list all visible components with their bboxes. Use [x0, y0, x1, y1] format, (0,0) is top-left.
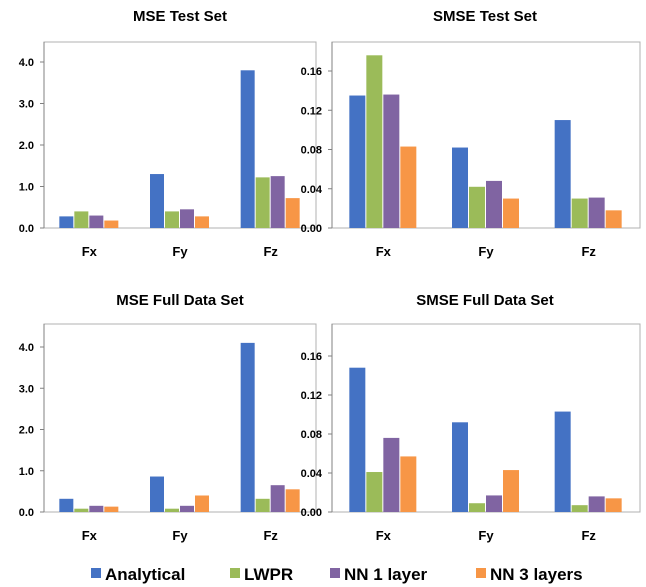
- chart-1-bar-fz-nn-3-layers: [285, 198, 300, 228]
- chart-2-bar-fy-lwpr: [469, 186, 485, 228]
- chart-1-bar-fz-nn-1-layer: [270, 176, 285, 228]
- chart-2-bar-fy-nn-3-layers: [503, 198, 519, 228]
- chart-3-y-tick-label: 4.0: [19, 342, 34, 354]
- chart-1-bar-fz-lwpr: [255, 177, 270, 228]
- chart-3-bar-fy-analytical: [150, 476, 164, 512]
- chart-1-bar-fx-nn-3-layers: [104, 220, 119, 228]
- chart-4-bar-fx-lwpr: [366, 472, 383, 512]
- chart-1-bar-fy-analytical: [150, 174, 164, 228]
- chart-4-bar-fy-nn-3-layers: [503, 470, 519, 512]
- chart-4-title: SMSE Full Data Set: [416, 292, 554, 309]
- chart-1-bar-fx-lwpr: [74, 211, 89, 228]
- chart-1-x-label: Fx: [82, 244, 98, 259]
- chart-2-bar-fz-lwpr: [571, 198, 588, 228]
- chart-3-y-tick-label: 2.0: [19, 425, 34, 437]
- chart-2-y-tick-label: 0.04: [301, 184, 323, 196]
- chart-3-bar-fx-nn-3-layers: [104, 506, 119, 512]
- chart-3-bar-fx-nn-1-layer: [89, 505, 104, 512]
- chart-4-bar-fz-analytical: [554, 411, 571, 512]
- chart-3-bar-fy-nn-3-layers: [195, 495, 209, 512]
- chart-1-bar-fx-analytical: [59, 216, 74, 228]
- chart-3-y-tick-label: 1.0: [19, 466, 34, 478]
- chart-2-bar-fx-nn-3-layers: [400, 146, 417, 228]
- chart-4-bar-fz-nn-1-layer: [588, 496, 605, 512]
- chart-3-y-tick-label: 3.0: [19, 383, 34, 395]
- chart-4-bar-fy-lwpr: [469, 503, 485, 512]
- chart-1-bar-fy-nn-3-layers: [195, 216, 209, 228]
- chart-3-bar-fx-lwpr: [74, 508, 89, 512]
- legend-label-analytical: Analytical: [105, 565, 185, 584]
- legend-label-nn-3-layers: NN 3 layers: [490, 565, 583, 584]
- chart-2-bar-fx-nn-1-layer: [383, 94, 400, 228]
- chart-1-bar-fy-nn-1-layer: [180, 209, 194, 228]
- chart-2-x-label: Fz: [581, 244, 596, 259]
- chart-2-bar-fy-nn-1-layer: [486, 180, 502, 228]
- chart-2-y-tick-label: 0.12: [301, 105, 322, 117]
- chart-4-bar-fx-analytical: [349, 367, 366, 512]
- chart-3-y-tick-label: 0.0: [19, 507, 34, 519]
- chart-4-bar-fx-nn-1-layer: [383, 437, 400, 512]
- chart-3-bar-fz-nn-3-layers: [285, 489, 300, 512]
- chart-1-y-tick-label: 3.0: [19, 99, 34, 111]
- chart-2-bar-fx-lwpr: [366, 55, 383, 228]
- chart-4-y-tick-label: 0.12: [301, 390, 322, 402]
- chart-3-bar-fy-nn-1-layer: [180, 505, 194, 512]
- legend-swatch-lwpr: [230, 568, 240, 578]
- chart-3-x-label: Fx: [82, 528, 98, 543]
- chart-4-bar-fz-nn-3-layers: [605, 498, 622, 512]
- chart-2-y-tick-label: 0.08: [301, 145, 322, 157]
- chart-2-bar-fz-nn-1-layer: [588, 197, 605, 228]
- chart-1-bar-fz-analytical: [240, 70, 255, 228]
- chart-4-x-label: Fx: [376, 528, 392, 543]
- chart-2-y-tick-label: 0.16: [301, 66, 322, 78]
- chart-1-y-tick-label: 4.0: [19, 57, 34, 69]
- chart-4-x-label: Fy: [478, 528, 494, 543]
- chart-2-title: SMSE Test Set: [433, 8, 537, 25]
- chart-4-x-label: Fz: [581, 528, 596, 543]
- chart-2-bar-fz-nn-3-layers: [605, 210, 622, 228]
- chart-3-frame: [43, 323, 317, 513]
- chart-1-y-tick-label: 2.0: [19, 140, 34, 152]
- chart-1-bar-fx-nn-1-layer: [89, 215, 104, 228]
- chart-1-y-tick-label: 0.0: [19, 223, 34, 235]
- chart-2-bar-fx-analytical: [349, 95, 366, 228]
- legend-label-lwpr: LWPR: [244, 565, 293, 584]
- chart-1-x-label: Fz: [263, 244, 278, 259]
- chart-2-bar-fz-analytical: [554, 120, 571, 228]
- chart-2-x-label: Fy: [478, 244, 494, 259]
- chart-3-bar-fy-lwpr: [165, 508, 179, 512]
- chart-2-bar-fy-analytical: [452, 147, 468, 228]
- chart-3-bar-fz-lwpr: [255, 498, 270, 512]
- legend-label-nn-1-layer: NN 1 layer: [344, 565, 428, 584]
- chart-3-bar-fz-nn-1-layer: [270, 485, 285, 512]
- chart-1-y-tick-label: 1.0: [19, 182, 34, 194]
- chart-4-y-tick-label: 0.08: [301, 429, 322, 441]
- chart-4-y-tick-label: 0.16: [301, 351, 322, 363]
- legend-swatch-analytical: [91, 568, 101, 578]
- chart-3-x-label: Fy: [172, 528, 188, 543]
- chart-1-title: MSE Test Set: [133, 8, 227, 25]
- legend-swatch-nn-3-layers: [476, 568, 486, 578]
- chart-3-bar-fx-analytical: [59, 498, 74, 512]
- chart-2-x-label: Fx: [376, 244, 392, 259]
- legend-swatch-nn-1-layer: [330, 568, 340, 578]
- chart-1-x-label: Fy: [172, 244, 188, 259]
- chart-4-bar-fz-lwpr: [571, 505, 588, 512]
- chart-4-bar-fx-nn-3-layers: [400, 456, 417, 512]
- chart-2-y-tick-label: 0.00: [301, 223, 322, 235]
- chart-1-bar-fy-lwpr: [165, 211, 179, 228]
- chart-4-y-tick-label: 0.04: [301, 468, 323, 480]
- chart-3-bar-fz-analytical: [240, 342, 255, 512]
- chart-4-bar-fy-analytical: [452, 422, 468, 512]
- chart-3-title: MSE Full Data Set: [116, 292, 244, 309]
- chart-4-bar-fy-nn-1-layer: [486, 495, 502, 512]
- chart-4-y-tick-label: 0.00: [301, 507, 322, 519]
- chart-3-x-label: Fz: [263, 528, 278, 543]
